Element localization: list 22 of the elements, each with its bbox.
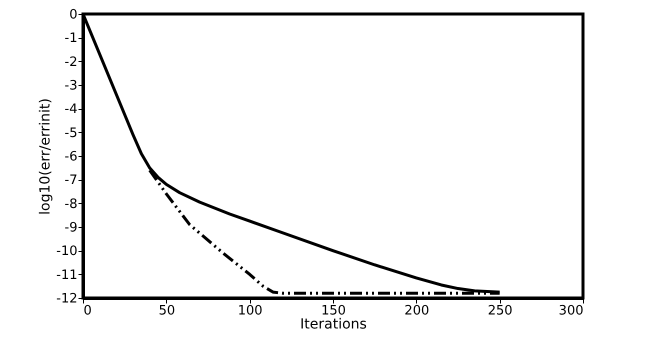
y-tick-label: 0 [69,8,78,22]
x-tick-label: 150 [321,304,346,318]
y-tick-label: -10 [56,244,78,260]
y-tick-label: -2 [64,54,78,70]
y-tick-label: -11 [56,268,78,283]
y-tick-label: -7 [64,173,78,188]
x-tick-label: 100 [238,304,263,318]
x-tick-label: 200 [404,304,430,318]
x-tick-label: 300 [558,304,584,318]
x-tick-label: 50 [158,304,176,318]
y-tick-label: -3 [64,78,78,94]
y-tick-label: -6 [64,150,78,164]
y-tick-label: -9 [64,220,78,236]
y-tick-label: -5 [64,126,78,141]
y-tick-label: -4 [64,102,78,118]
y-tick-label: -1 [64,31,78,46]
x-axis-title: Iterations [300,316,367,332]
x-tick-label: 250 [488,304,513,318]
y-tick-label: -8 [64,196,78,212]
y-tick-label: -12 [56,292,78,306]
x-tick-label: 0 [84,304,92,318]
y-axis-title: log10(err/errinit) [37,98,54,215]
